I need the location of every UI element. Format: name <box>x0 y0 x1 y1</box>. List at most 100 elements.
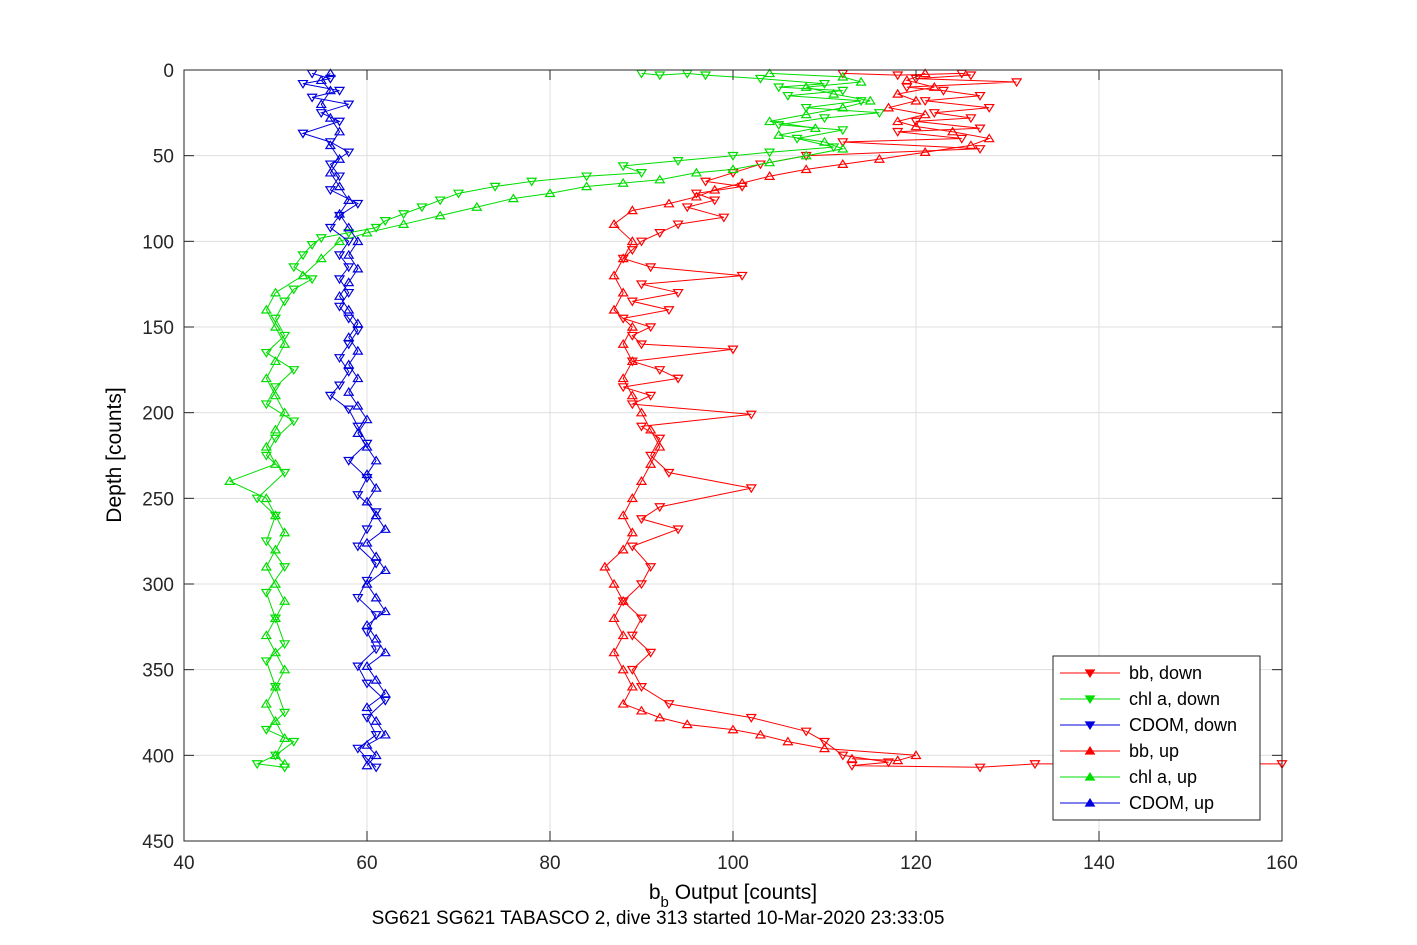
axis-ticks: 40 60 80 100 120 140 160 0 50 100 150 200 250 300 350 4… <box>142 61 1298 874</box>
data-point-bb-down <box>919 97 931 107</box>
data-point-bb-down <box>974 763 986 773</box>
data-point-bb-down <box>709 196 721 206</box>
data-point-cdom-down <box>352 662 364 672</box>
data-point-chl-a-up <box>279 664 291 674</box>
data-point-bb-up <box>947 126 959 136</box>
data-point-chl-a-up <box>864 95 876 105</box>
legend-marker-bb-down <box>1084 669 1096 678</box>
data-point-chl-a-down <box>269 314 282 324</box>
data-point-chl-a-up <box>279 595 291 605</box>
data-point-chl-a-down <box>251 760 263 770</box>
y-tick-label: 250 <box>142 489 174 510</box>
data-point-cdom-up <box>379 523 391 533</box>
data-point-chl-a-down <box>416 203 428 213</box>
data-point-chl-a-down <box>260 588 272 598</box>
data-point-chl-a-down <box>773 121 785 131</box>
data-point-cdom-up <box>343 222 355 232</box>
data-point-bb-down <box>672 525 684 535</box>
data-point-bb-up <box>626 321 638 331</box>
data-point-chl-a-down <box>754 74 767 84</box>
legend-marker-bb-up <box>1084 746 1096 755</box>
data-point-bb-down <box>818 737 831 747</box>
data-point-chl-a-up <box>315 253 327 263</box>
data-point-cdom-up <box>379 565 391 575</box>
data-point-chl-a-up <box>269 321 282 331</box>
data-point-bb-up <box>635 476 648 485</box>
data-point-cdom-up <box>361 537 373 547</box>
figure-caption: SG621 SG621 TABASCO 2, dive 313 started … <box>372 908 945 929</box>
x-tick-label: 120 <box>900 853 932 874</box>
data-point-chl-a-down <box>315 234 327 244</box>
data-point-chl-a-up <box>818 136 831 146</box>
data-point-cdom-up <box>370 455 382 465</box>
data-point-chl-a-up <box>269 681 282 691</box>
data-point-bb-up <box>910 95 922 105</box>
data-point-chl-a-down <box>269 383 282 393</box>
data-point-chl-a-down <box>279 563 291 573</box>
data-point-chl-a-down <box>306 241 318 250</box>
data-point-bb-up <box>690 191 702 201</box>
data-point-cdom-down <box>324 391 336 401</box>
data-point-cdom-down <box>361 755 373 764</box>
data-point-bb-up <box>617 338 629 348</box>
data-point-chl-a-up <box>269 544 282 554</box>
data-point-bb-up <box>910 121 922 131</box>
data-point-cdom-down <box>370 611 382 621</box>
y-tick-label: 150 <box>142 318 174 339</box>
data-point-bb-down <box>654 434 666 444</box>
data-point-bb-up <box>617 595 629 605</box>
x-tick-label: 80 <box>539 853 560 874</box>
data-point-cdom-up <box>324 167 336 177</box>
data-point-chl-a-down <box>581 172 593 182</box>
data-point-cdom-down <box>324 223 336 233</box>
data-point-chl-a-up <box>773 129 785 139</box>
data-point-bb-up <box>910 750 922 760</box>
data-point-cdom-up <box>324 68 336 78</box>
x-tick-label: 140 <box>1083 853 1115 874</box>
series-cdom-up <box>315 68 391 770</box>
data-point-bb-up <box>919 68 931 78</box>
legend-box <box>1052 655 1261 821</box>
data-point-chl-a-up <box>837 102 849 112</box>
data-point-cdom-down <box>324 186 336 196</box>
data-point-bb-up <box>736 177 748 187</box>
data-point-bb-down <box>837 138 849 148</box>
data-point-chl-a-up <box>260 441 272 451</box>
data-point-chl-a-down <box>288 366 300 376</box>
data-point-bb-down <box>956 134 968 144</box>
data-point-chl-a-down <box>764 148 776 158</box>
data-point-bb-down <box>645 451 657 461</box>
data-point-cdom-up <box>379 647 391 657</box>
data-point-bb-up <box>782 736 794 746</box>
data-point-chl-a-up <box>260 373 272 383</box>
data-point-chl-a-down <box>279 468 291 478</box>
data-point-bb-up <box>892 88 904 98</box>
plot-data <box>224 68 1288 773</box>
data-point-bb-up <box>709 184 721 194</box>
data-point-chl-a-down <box>269 434 282 444</box>
data-point-bb-up <box>654 441 666 451</box>
data-point-cdom-up <box>370 633 382 643</box>
data-point-bb-down <box>974 91 986 101</box>
data-point-cdom-down <box>333 211 346 221</box>
data-point-chl-a-down <box>452 189 465 199</box>
data-point-bb-up <box>635 407 648 417</box>
data-point-bb-down <box>928 109 940 119</box>
series-line-cdom-down <box>301 72 387 768</box>
data-point-bb-down <box>672 220 684 230</box>
data-point-chl-a-down <box>818 114 831 124</box>
legend-label-chl-a-down: chl a, down <box>1129 689 1220 709</box>
series-line-chl-a-up <box>228 72 871 765</box>
data-point-chl-a-up <box>727 164 739 174</box>
data-point-bb-up <box>727 724 739 734</box>
data-point-chl-a-up <box>837 71 849 81</box>
legend-marker-cdom-down <box>1084 721 1096 730</box>
data-point-cdom-down <box>352 542 364 552</box>
data-point-chl-a-down <box>526 177 538 187</box>
data-point-chl-a-up <box>764 116 776 126</box>
data-point-bb-down <box>672 374 684 384</box>
series-chl-a-up <box>224 68 876 768</box>
data-point-chl-a-down <box>773 83 785 93</box>
data-point-bb-down <box>745 410 757 420</box>
data-point-bb-down <box>800 727 812 737</box>
